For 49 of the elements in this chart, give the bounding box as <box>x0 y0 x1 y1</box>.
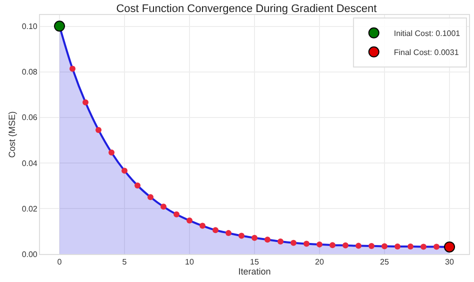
x-tick-label: 5 <box>122 258 128 267</box>
point <box>212 227 218 234</box>
point <box>122 168 128 174</box>
point <box>70 66 76 72</box>
point <box>148 194 154 200</box>
point <box>108 149 114 156</box>
point <box>186 218 192 224</box>
x-tick-label: 0 <box>57 258 62 267</box>
legend-label: Final Cost: 0.0031 <box>394 48 460 58</box>
point <box>356 242 362 249</box>
point <box>444 241 455 252</box>
y-tick-label: 0.02 <box>22 204 38 214</box>
x-tick-label: 25 <box>380 258 390 267</box>
y-tick-label: 0.10 <box>22 22 38 32</box>
point <box>368 243 374 250</box>
point <box>264 236 270 243</box>
x-tick-label: 15 <box>250 258 260 267</box>
point <box>134 182 140 188</box>
y-tick-label: 0.08 <box>22 68 38 77</box>
point <box>278 238 284 244</box>
point <box>238 232 244 239</box>
point <box>420 244 426 250</box>
legend-label: Initial Cost: 0.1001 <box>394 29 461 38</box>
point <box>434 244 440 250</box>
y-tick-label: 0.04 <box>22 158 38 168</box>
point <box>96 126 102 133</box>
x-tick-label: 20 <box>315 258 324 267</box>
x-tick-label: 10 <box>185 258 194 267</box>
point <box>394 243 400 250</box>
point <box>316 241 322 248</box>
point <box>174 211 180 218</box>
chart-title: Cost Function Convergence During Gradient Descent <box>116 2 377 15</box>
point <box>304 240 310 247</box>
point <box>290 240 296 246</box>
point <box>54 20 65 32</box>
point <box>382 243 388 250</box>
x-tick-label: 30 <box>445 258 454 267</box>
point <box>200 222 206 229</box>
x-axis-title: Iteration <box>238 266 271 277</box>
y-tick-label: 0.00 <box>22 250 38 259</box>
point <box>82 99 88 106</box>
point <box>160 204 166 210</box>
point <box>330 242 336 248</box>
point <box>226 230 232 236</box>
point <box>408 243 414 250</box>
y-axis-title: Cost (MSE) <box>7 111 18 158</box>
y-tick-label: 0.06 <box>22 113 38 122</box>
point <box>252 234 258 241</box>
point <box>342 242 348 248</box>
